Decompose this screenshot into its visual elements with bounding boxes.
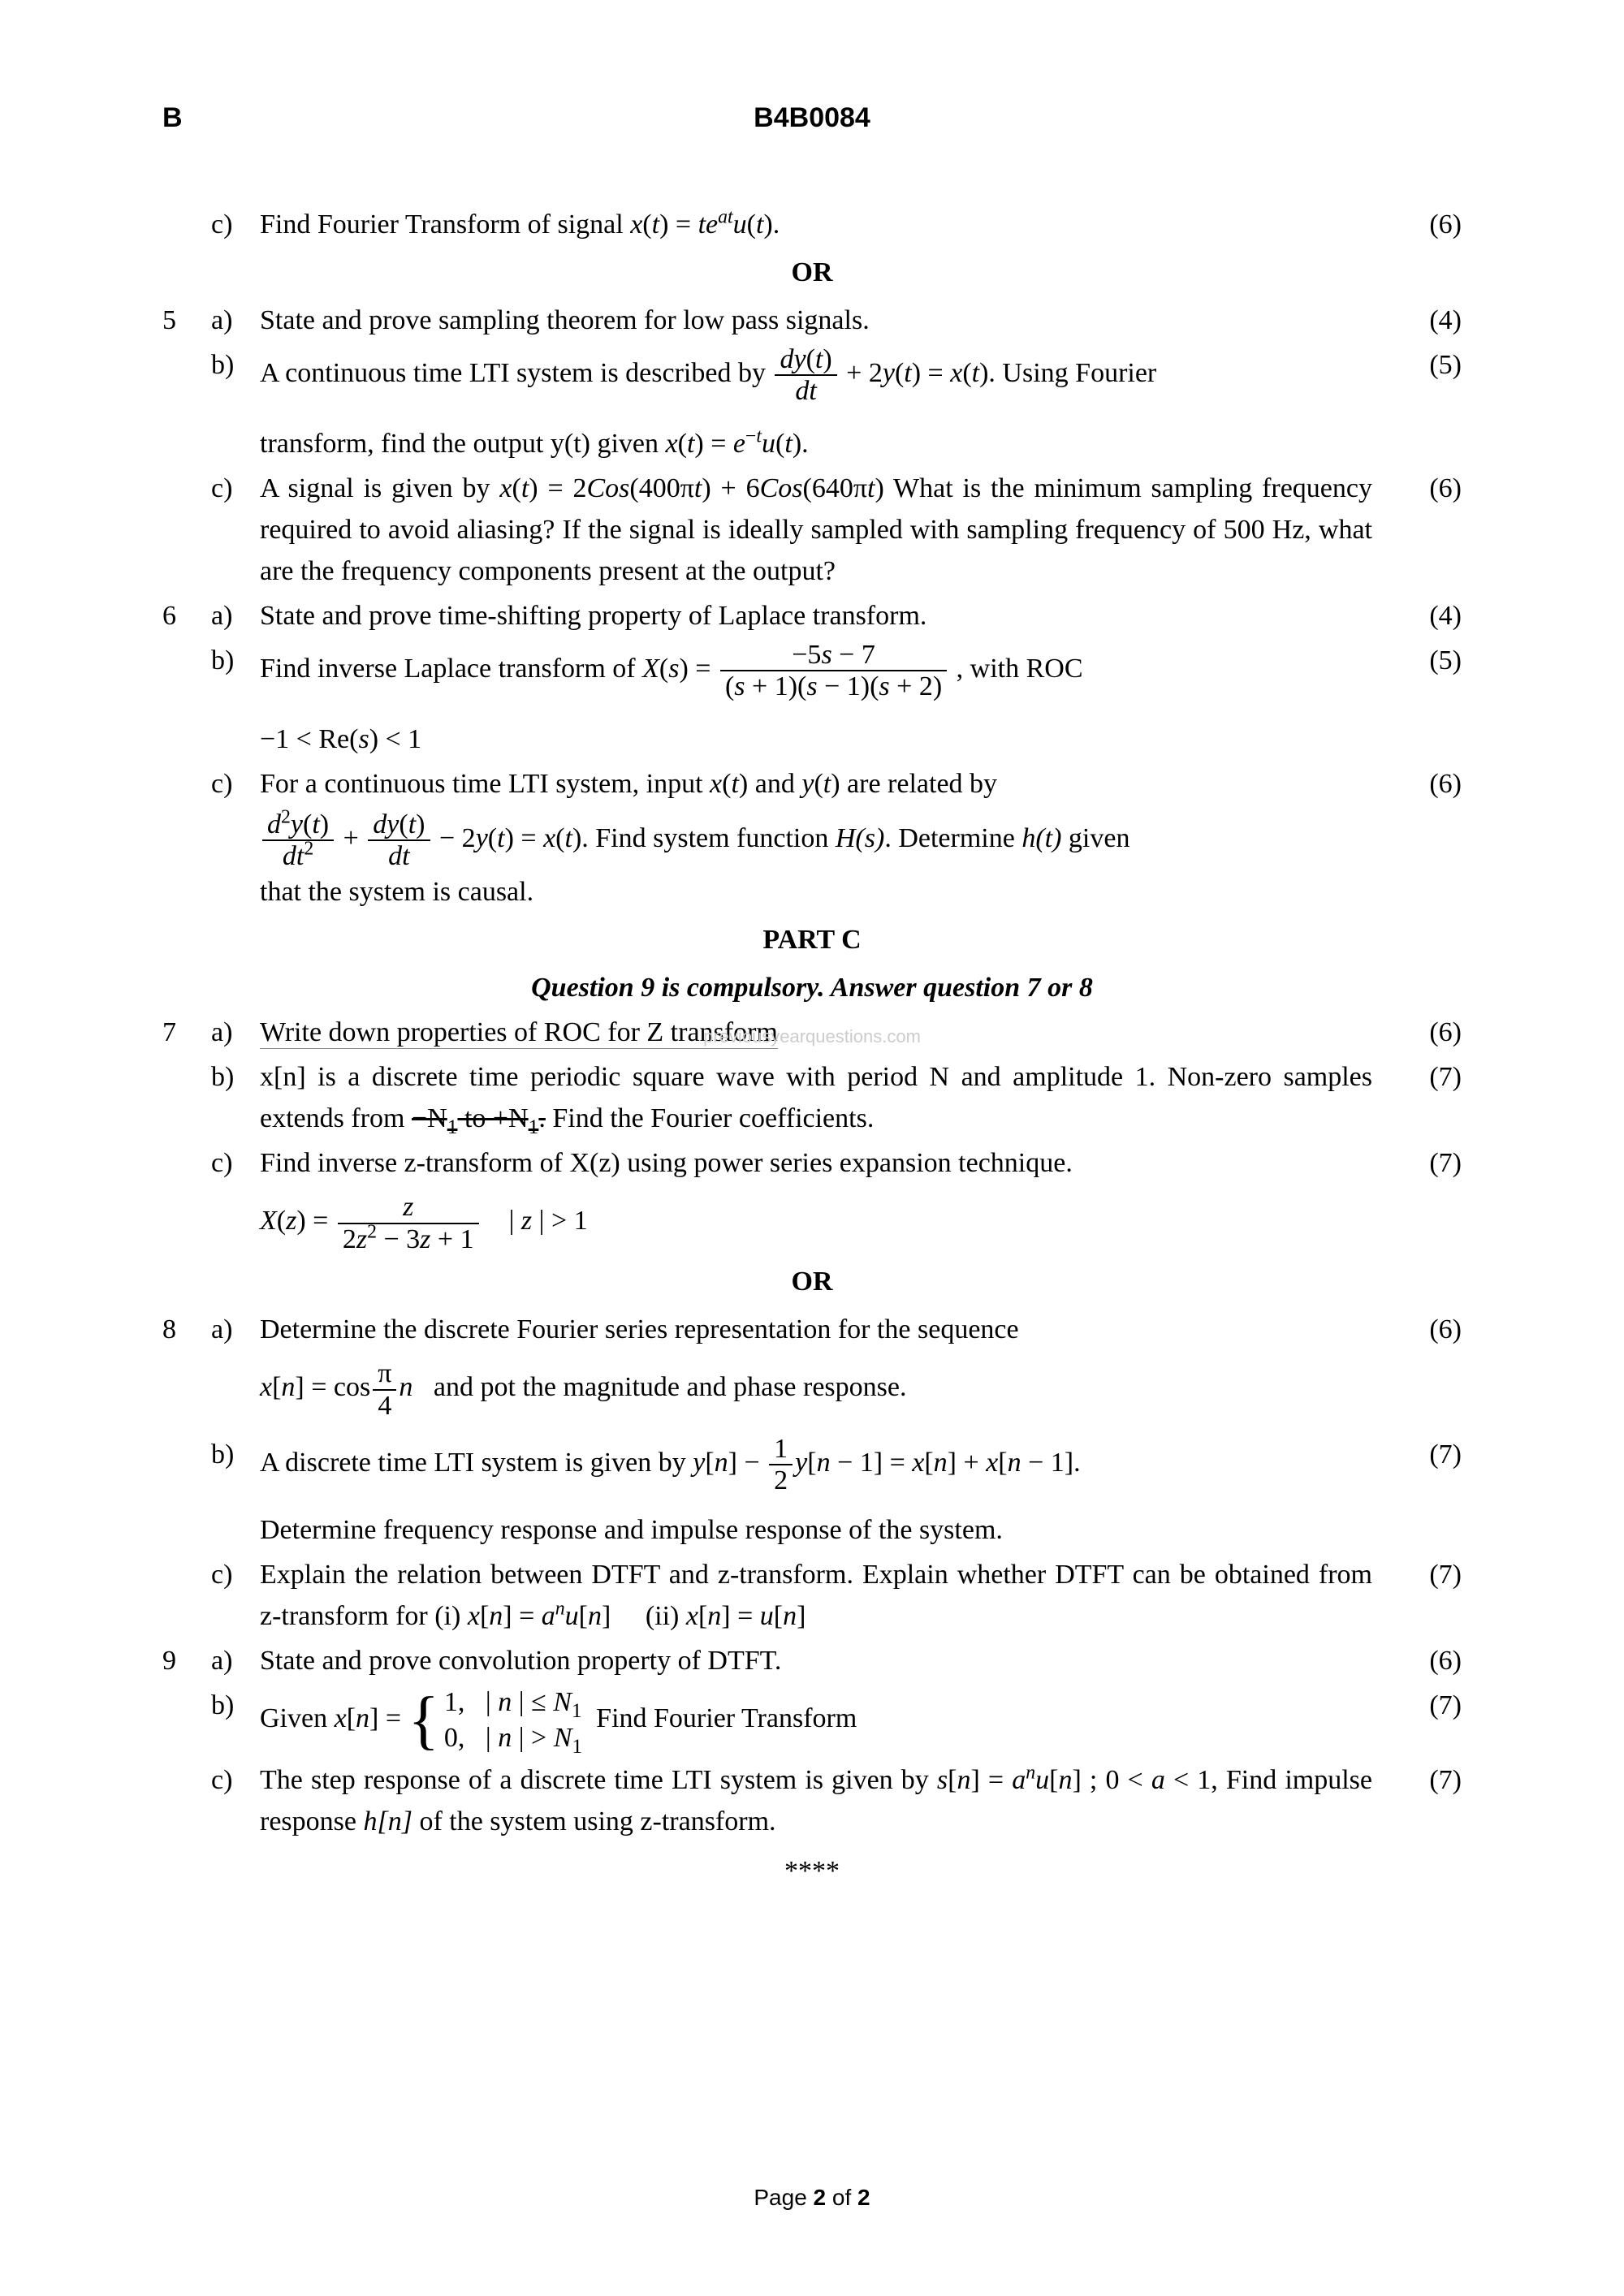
q4c-text: Find Fourier Transform of signal x(t) = … (260, 204, 1397, 245)
q5c-text: A signal is given by x(t) = 2Cos(400πt) … (260, 468, 1397, 592)
q7b-row: b) x[n] is a discrete time periodic squa… (162, 1056, 1462, 1139)
page: B B4B0084 c) Find Fourier Transform of s… (0, 0, 1624, 2296)
part-c-sub: Question 9 is compulsory. Answer questio… (162, 967, 1462, 1008)
q6b-text: Find inverse Laplace transform of X(s) =… (260, 640, 1397, 760)
q8c-marks: (7) (1397, 1554, 1462, 1637)
q9a-marks: (6) (1397, 1640, 1462, 1681)
q5b-marks: (5) (1397, 344, 1462, 464)
q6b-marks: (5) (1397, 640, 1462, 760)
q8a-text: Determine the discrete Fourier series re… (260, 1309, 1397, 1421)
q6a-marks: (4) (1397, 595, 1462, 637)
q6c-marks: (6) (1397, 763, 1462, 913)
or-1: OR (162, 252, 1462, 293)
q8b-row: b) A discrete time LTI system is given b… (162, 1434, 1462, 1551)
q7c-text: Find inverse z-transform of X(z) using p… (260, 1142, 1397, 1254)
header-row: B B4B0084 (162, 97, 1462, 139)
q9a-text: State and prove convolution property of … (260, 1640, 1397, 1681)
q8a-row: 8 a) Determine the discrete Fourier seri… (162, 1309, 1462, 1421)
q8a-marks: (6) (1397, 1309, 1462, 1421)
q6c-row: c) For a continuous time LTI system, inp… (162, 763, 1462, 913)
q4c-marks: (6) (1397, 204, 1462, 245)
or-2: OR (162, 1261, 1462, 1302)
q5a-row: 5 a) State and prove sampling theorem fo… (162, 300, 1462, 341)
q7a-marks: (6) (1397, 1012, 1462, 1053)
q7c-marks: (7) (1397, 1142, 1462, 1254)
q6b-row: b) Find inverse Laplace transform of X(s… (162, 640, 1462, 760)
q7b-text: x[n] is a discrete time periodic square … (260, 1056, 1397, 1139)
q4c-row: c) Find Fourier Transform of signal x(t)… (162, 204, 1462, 245)
end-marks: **** (162, 1850, 1462, 1892)
subpart-c: c) (211, 204, 260, 245)
q5b-row: b) A continuous time LTI system is descr… (162, 344, 1462, 464)
q8c-row: c) Explain the relation between DTFT and… (162, 1554, 1462, 1637)
q8b-text: A discrete time LTI system is given by y… (260, 1434, 1397, 1551)
q8b-marks: (7) (1397, 1434, 1462, 1551)
q9c-row: c) The step response of a discrete time … (162, 1759, 1462, 1842)
q5c-row: c) A signal is given by x(t) = 2Cos(400π… (162, 468, 1462, 592)
header-center: B4B0084 (754, 97, 870, 139)
q5a-text: State and prove sampling theorem for low… (260, 300, 1397, 341)
q9b-row: b) Given x[n] = {1, | n | ≤ N10, | n | >… (162, 1685, 1462, 1756)
q5b-text: A continuous time LTI system is describe… (260, 344, 1397, 464)
q9c-text: The step response of a discrete time LTI… (260, 1759, 1397, 1842)
q9b-text: Given x[n] = {1, | n | ≤ N10, | n | > N1… (260, 1685, 1397, 1756)
q9c-marks: (7) (1397, 1759, 1462, 1842)
header-left: B (162, 97, 183, 139)
q6a-row: 6 a) State and prove time-shifting prope… (162, 595, 1462, 637)
q5a-marks: (4) (1397, 300, 1462, 341)
part-c-heading: PART C (162, 919, 1462, 960)
q6a-text: State and prove time-shifting property o… (260, 595, 1397, 637)
q7b-marks: (7) (1397, 1056, 1462, 1139)
page-footer: Page 2 of 2 (754, 2181, 870, 2215)
qnum-blank (162, 204, 211, 245)
q5c-marks: (6) (1397, 468, 1462, 592)
q6c-text: For a continuous time LTI system, input … (260, 763, 1397, 913)
q9b-marks: (7) (1397, 1685, 1462, 1756)
q7c-row: c) Find inverse z-transform of X(z) usin… (162, 1142, 1462, 1254)
q7a-row: 7 a) Write down properties of ROC for Z … (162, 1012, 1462, 1053)
q9a-row: 9 a) State and prove convolution propert… (162, 1640, 1462, 1681)
q8c-text: Explain the relation between DTFT and z-… (260, 1554, 1397, 1637)
q7a-text: Write down properties of ROC for Z trans… (260, 1012, 1397, 1053)
